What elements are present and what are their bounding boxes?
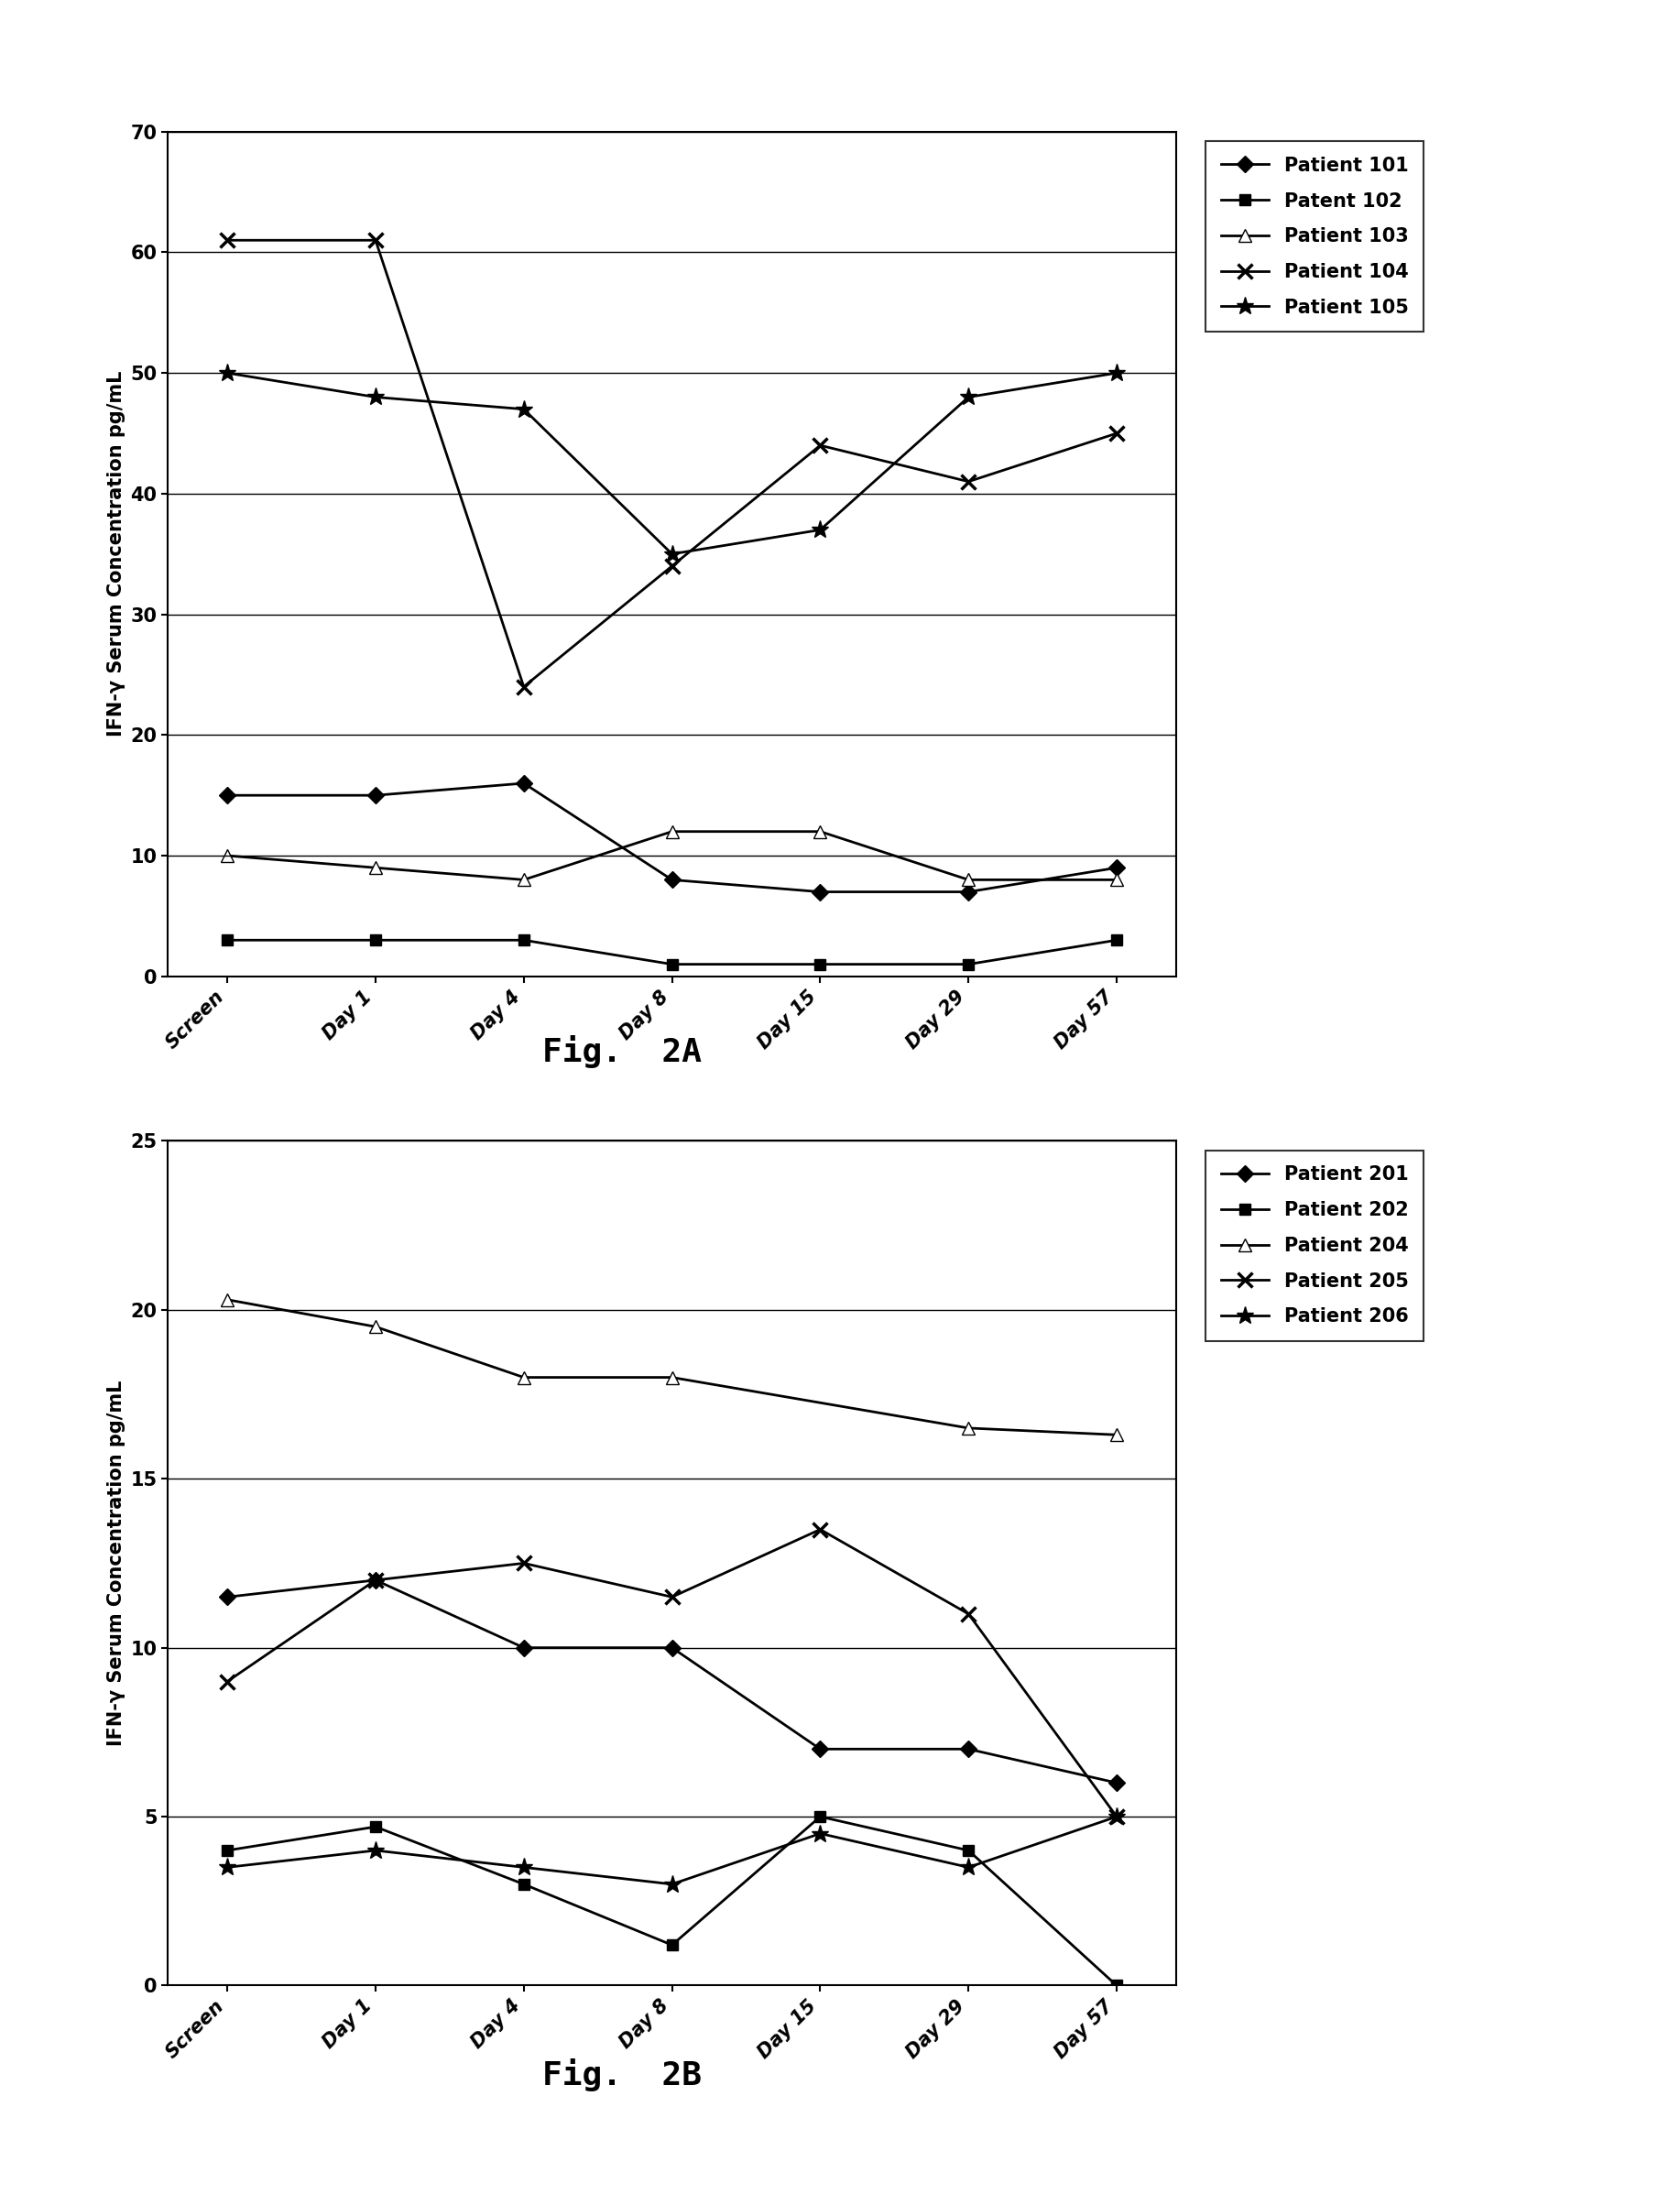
Patient 105 [366,384,386,410]
Patient 101 [514,770,534,796]
Patient 205 [366,1567,386,1593]
Line: Patient 205: Patient 205 [220,1523,1124,1823]
Patient 205 [662,1584,682,1610]
Y-axis label: IFN-γ Serum Concentration pg/mL: IFN-γ Serum Concentration pg/mL [108,1380,126,1746]
Patient 201 [662,1635,682,1661]
Y-axis label: IFN-γ Serum Concentration pg/mL: IFN-γ Serum Concentration pg/mL [108,371,126,737]
Patient 105 [217,360,237,386]
Patient 205 [810,1516,830,1542]
Text: Fig.  2A: Fig. 2A [543,1036,701,1068]
Patient 205 [514,1549,534,1575]
Patient 202 [1107,1972,1127,1999]
Patient 103 [958,867,978,893]
Patent 102 [810,952,830,979]
Patient 201 [514,1635,534,1661]
Patient 202 [810,1803,830,1830]
Patient 202 [366,1814,386,1841]
Patient 104 [366,226,386,252]
Patient 206 [514,1854,534,1880]
Patient 104 [662,553,682,579]
Patient 202 [217,1836,237,1863]
Patient 104 [514,674,534,700]
Patient 204 [514,1365,534,1391]
Line: Patient 204: Patient 204 [222,1292,1122,1441]
Patient 206 [366,1836,386,1863]
Patient 206 [662,1871,682,1898]
Legend: Patient 201, Patient 202, Patient 204, Patient 205, Patient 206: Patient 201, Patient 202, Patient 204, P… [1206,1150,1423,1341]
Patent 102 [514,926,534,952]
Patient 204 [662,1365,682,1391]
Patient 201 [1107,1771,1127,1797]
Patient 101 [217,781,237,807]
Patient 205 [1107,1803,1127,1830]
Line: Patient 105: Patient 105 [218,364,1126,564]
Patient 103 [1107,867,1127,893]
Patient 103 [514,867,534,893]
Patient 201 [366,1567,386,1593]
Patient 204 [958,1415,978,1441]
Patent 102 [366,926,386,952]
Patient 104 [958,467,978,494]
Patient 202 [958,1836,978,1863]
Patient 105 [1107,360,1127,386]
Line: Patient 104: Patient 104 [220,233,1124,693]
Patient 101 [366,781,386,807]
Patient 101 [1107,853,1127,880]
Text: Fig.  2B: Fig. 2B [543,2058,701,2091]
Patient 206 [217,1854,237,1880]
Line: Patient 202: Patient 202 [222,1810,1122,1992]
Patient 202 [662,1933,682,1959]
Patient 103 [366,853,386,880]
Patient 201 [810,1735,830,1762]
Patent 102 [958,952,978,979]
Patient 205 [217,1667,237,1694]
Line: Patient 201: Patient 201 [222,1575,1122,1788]
Patient 105 [514,395,534,421]
Patient 204 [217,1286,237,1312]
Patient 104 [217,226,237,252]
Patient 206 [958,1854,978,1880]
Patient 103 [217,842,237,869]
Patient 103 [810,818,830,845]
Patient 101 [662,867,682,893]
Patient 105 [958,384,978,410]
Patient 105 [662,540,682,566]
Patient 204 [1107,1422,1127,1448]
Patient 201 [217,1584,237,1610]
Line: Patient 206: Patient 206 [218,1808,1126,1893]
Patient 104 [810,432,830,459]
Legend: Patient 101, Patent 102, Patient 103, Patient 104, Patient 105: Patient 101, Patent 102, Patient 103, Pa… [1206,140,1423,331]
Patient 105 [810,516,830,542]
Patient 101 [810,878,830,904]
Patent 102 [217,926,237,952]
Patent 102 [662,952,682,979]
Patient 206 [1107,1803,1127,1830]
Patient 201 [958,1735,978,1762]
Patient 103 [662,818,682,845]
Line: Patient 103: Patient 103 [222,825,1122,886]
Patent 102 [1107,926,1127,952]
Patient 104 [1107,419,1127,445]
Patient 204 [366,1314,386,1341]
Patient 101 [958,878,978,904]
Line: Patent 102: Patent 102 [222,935,1122,970]
Patient 205 [958,1602,978,1628]
Line: Patient 101: Patient 101 [222,777,1122,897]
Patient 206 [810,1821,830,1847]
Patient 202 [514,1871,534,1898]
